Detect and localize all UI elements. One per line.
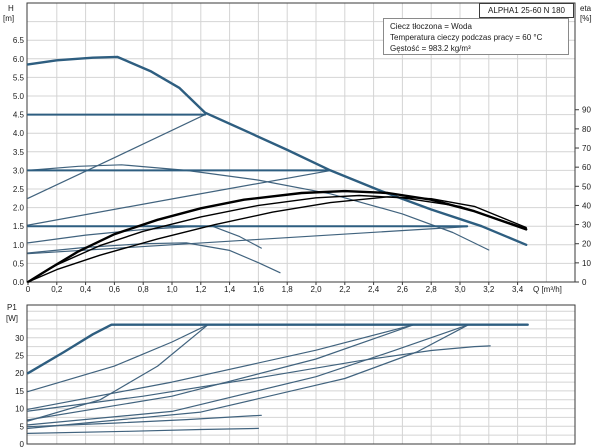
p-speed-ii-curve — [27, 345, 491, 412]
h-axis-tick-label: 4.0 — [13, 129, 25, 138]
chart-power — [26, 304, 576, 445]
h-axis-tick-label: 2.5 — [13, 185, 25, 194]
plot-border — [26, 304, 576, 445]
q-axis-tick-label: 1,8 — [282, 285, 294, 294]
q-axis-tick-label: 3,4 — [512, 285, 524, 294]
eta-axis-tick-label: 70 — [582, 144, 591, 153]
q-axis-tick-label: 0,8 — [138, 285, 150, 294]
h-axis-tick-label: 0.5 — [13, 259, 25, 268]
q-axis-tick-label: 1,4 — [224, 285, 236, 294]
h-axis-tick-label: 3.0 — [13, 166, 25, 175]
p-speed-low-curve — [27, 427, 259, 434]
p-speed-i-curve — [27, 414, 262, 428]
eta-axis-tick-label: 90 — [582, 106, 591, 115]
p-const-pressure-cp2-curve — [27, 324, 415, 410]
q-axis-tick-label: 2,8 — [426, 285, 438, 294]
h-axis-tick-label: 1.0 — [13, 241, 25, 250]
eta-axis-tick-label: 80 — [582, 125, 591, 134]
q-axis-tick-label: 2,2 — [339, 285, 351, 294]
q-axis-tick-label: 1,6 — [253, 285, 265, 294]
eta-axis-tick-label: 50 — [582, 182, 591, 191]
h-axis-tick-label: 6.5 — [13, 36, 25, 45]
h-axis-tick-label: 3.5 — [13, 148, 25, 157]
eta-axis-tick-label: 30 — [582, 221, 591, 230]
h-axis-tick-label: 4.5 — [13, 111, 25, 120]
max-speed-iii-curve — [26, 55, 528, 246]
q-axis-tick-label: 1,0 — [166, 285, 178, 294]
axis-labels-top: 0.0 0.5 1.0 1.5 2.0 2.5 3.0 3.5 4.0 4.5 5.0 5.5 6.0 6… — [3, 4, 592, 294]
p-axis-tick-label: 5 — [20, 422, 25, 431]
info-line-temperature: Temperatura cieczy podczas pracy = 60 °C — [390, 33, 543, 42]
p-axis-tick-label: 25 — [15, 352, 24, 361]
q-axis-tick-label: 3,2 — [483, 285, 495, 294]
eta-axis-tick-label: 60 — [582, 163, 591, 172]
q-axis-tick-label: 0 — [26, 285, 31, 294]
eta-axis-tick-label: 40 — [582, 201, 591, 210]
p-const-pressure-cp1-curve — [27, 324, 470, 426]
q-axis-tick-label: 0,4 — [80, 285, 92, 294]
q-axis-tick-label: 2,0 — [310, 285, 322, 294]
eta-axis-tick-label: 20 — [582, 240, 591, 249]
q-axis-tick-label: 0,6 — [109, 285, 121, 294]
q-axis-tick-label: 2,6 — [397, 285, 409, 294]
h-axis-title: H — [8, 4, 14, 13]
h-axis-tick-label: 6.0 — [13, 55, 25, 64]
info-line-density: Gęstość = 983.2 kg/m³ — [390, 44, 471, 53]
p-axis-tick-label: 0 — [20, 440, 25, 447]
p-axis-tick-label: 20 — [15, 369, 24, 378]
q-axis-title: Q [m³/h] — [533, 285, 562, 294]
eta-axis-title: eta — [580, 4, 592, 13]
p-axis-tick-label: 15 — [15, 387, 24, 396]
q-axis-tick-label: 1,2 — [195, 285, 207, 294]
eta-axis-tick-label: 0 — [582, 278, 587, 287]
prop-pressure-pp3-curve — [27, 114, 206, 199]
p-axis-tick-label: 30 — [15, 334, 24, 343]
p-axis-unit: [W] — [6, 314, 18, 323]
p-prop-pressure-pp2-curve — [27, 324, 415, 421]
eta-2-curve — [27, 196, 527, 283]
pump-title: ALPHA1 25-60 N 180 — [488, 6, 565, 15]
eta-max-curve — [26, 189, 528, 284]
h-axis-tick-label: 0.0 — [13, 278, 25, 287]
h-axis-tick-label: 2.0 — [13, 204, 25, 213]
h-axis-unit: [m] — [3, 14, 14, 23]
h-axis-tick-label: 5.5 — [13, 73, 25, 82]
q-axis-tick-label: 2,4 — [368, 285, 380, 294]
p-prop-pressure-pp1-curve — [27, 324, 470, 429]
eta-axis-unit: [%] — [580, 14, 592, 23]
info-line-liquid: Ciecz tłoczona = Woda — [390, 22, 472, 31]
axis-labels-bottom: 0 5 10 15 20 25 30 P1 [W] — [6, 303, 25, 447]
prop-pressure-pp1-curve — [27, 226, 468, 255]
h-axis-tick-label: 1.5 — [13, 222, 25, 231]
q-axis-tick-label: 0,2 — [51, 285, 63, 294]
eta-axis-tick-label: 10 — [582, 259, 591, 268]
p-prop-pressure-pp3-curve — [27, 324, 209, 422]
pump-title-box: ALPHA1 25-60 N 180 — [479, 3, 574, 18]
p-axis-tick-label: 10 — [15, 405, 24, 414]
prop-pressure-pp2-curve — [27, 170, 330, 226]
eta-3-curve — [27, 194, 527, 283]
h-axis-tick-label: 5.0 — [13, 92, 25, 101]
q-axis-tick-label: 3,0 — [454, 285, 466, 294]
liquid-info-box: Ciecz tłoczona = Woda Temperatura cieczy… — [383, 18, 569, 55]
p-max-speed-iii-curve — [26, 323, 529, 375]
p-axis-title: P1 — [7, 303, 17, 312]
plot-border — [26, 2, 576, 283]
p-const-pressure-cp3-curve — [27, 324, 209, 393]
